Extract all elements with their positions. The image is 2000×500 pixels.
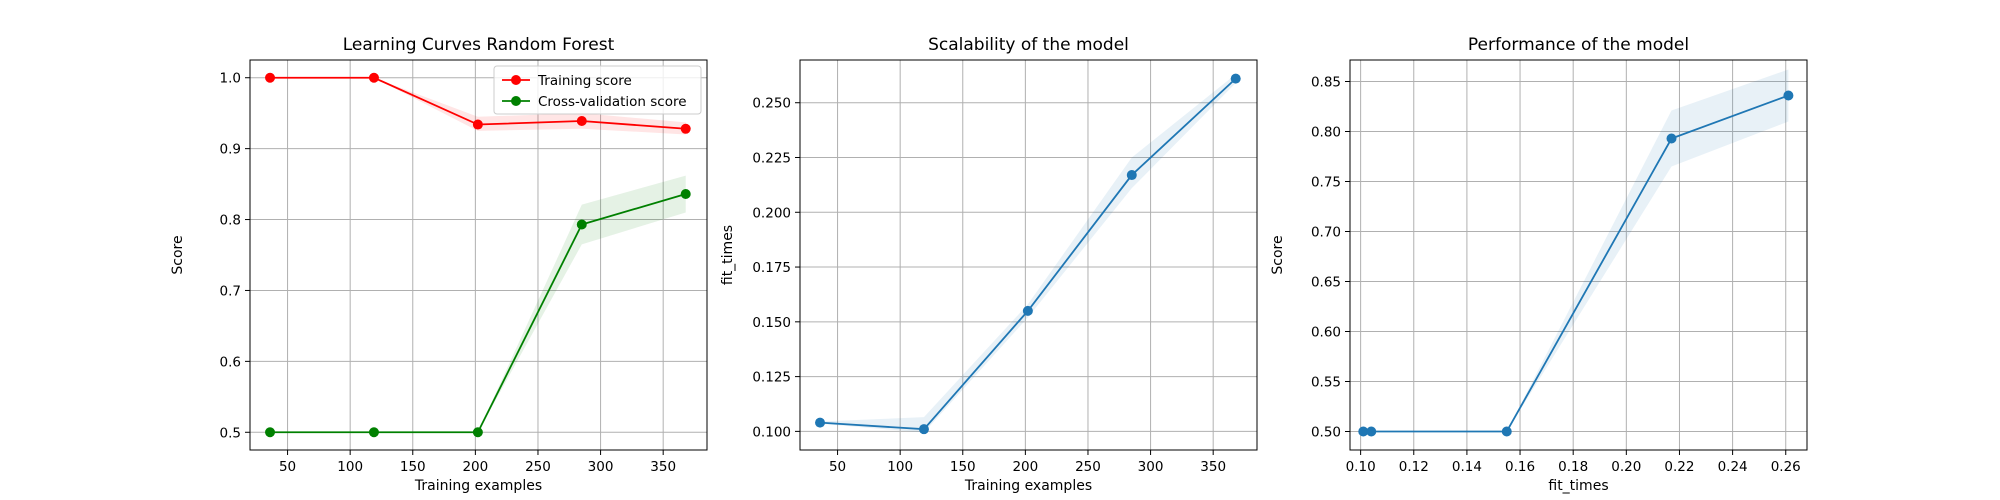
y-tick-label: 0.250 xyxy=(752,96,791,112)
x-tick-label: 300 xyxy=(588,459,614,475)
y-tick-label: 0.200 xyxy=(752,205,791,221)
y-axis-label: Score xyxy=(170,235,186,274)
y-tick-label: 0.65 xyxy=(1311,275,1341,291)
legend-box xyxy=(493,65,702,115)
chart-2: 50 100 150 200 250 300 350 0.100 0.125 0.150 0.175… xyxy=(720,35,1258,494)
data-point xyxy=(918,424,929,435)
x-tick-label: 0.10 xyxy=(1346,459,1376,475)
x-tick-label: 350 xyxy=(1200,459,1226,475)
y-axis-label: fit_times xyxy=(720,225,736,285)
y-tick-label: 0.50 xyxy=(1311,425,1341,441)
x-tick-label: 0.26 xyxy=(1771,459,1801,475)
data-point xyxy=(472,119,483,130)
x-tick-label: 250 xyxy=(1075,459,1101,475)
x-tick-label: 0.24 xyxy=(1718,459,1748,475)
legend-marker xyxy=(511,96,521,106)
x-tick-label: 200 xyxy=(1012,459,1038,475)
y-tick-label: 0.60 xyxy=(1311,325,1341,341)
y-tick-label: 1.0 xyxy=(220,71,241,87)
y-tick-label: 0.80 xyxy=(1311,125,1341,141)
legend: Training score Cross-validation score xyxy=(493,65,702,115)
y-tick-label: 0.225 xyxy=(752,151,791,167)
data-point xyxy=(1366,426,1377,437)
confidence-band xyxy=(270,175,686,433)
y-tick-label: 0.85 xyxy=(1311,75,1341,91)
x-tick-label: 300 xyxy=(1138,459,1164,475)
data-point xyxy=(1126,170,1137,181)
x-tick-label: 0.16 xyxy=(1505,459,1535,475)
axes-frame xyxy=(249,59,708,451)
data-point xyxy=(265,427,276,438)
data-point xyxy=(576,219,587,230)
y-tick-label: 0.6 xyxy=(220,354,241,370)
legend-label: Cross-validation score xyxy=(538,94,687,110)
y-tick-label: 0.70 xyxy=(1311,225,1341,241)
x-tick-label: 250 xyxy=(525,459,551,475)
y-tick-label: 0.5 xyxy=(220,425,241,441)
x-tick-label: 0.22 xyxy=(1664,459,1694,475)
data-point xyxy=(472,427,483,438)
x-tick-label: 0.12 xyxy=(1399,459,1429,475)
data-point xyxy=(1022,305,1033,316)
y-tick-label: 0.125 xyxy=(752,370,791,386)
x-tick-label: 50 xyxy=(279,459,296,475)
x-tick-label: 150 xyxy=(950,459,976,475)
axes-frame xyxy=(1349,59,1808,451)
chart-title: Performance of the model xyxy=(1468,35,1689,55)
data-point xyxy=(680,123,691,134)
y-axis-label: Score xyxy=(1270,235,1286,274)
legend-marker xyxy=(511,75,521,85)
data-point xyxy=(1501,426,1512,437)
y-tick-label: 0.100 xyxy=(752,424,791,440)
data-point xyxy=(815,417,826,428)
y-tick-label: 0.150 xyxy=(752,315,791,331)
x-tick-label: 200 xyxy=(462,459,488,475)
data-point xyxy=(1666,133,1677,144)
data-point xyxy=(1230,73,1241,84)
confidence-band xyxy=(1363,69,1789,432)
axes-frame xyxy=(799,59,1258,451)
data-point xyxy=(576,115,587,126)
x-axis-label: Training examples xyxy=(414,478,542,494)
data-point xyxy=(1358,426,1369,437)
chart-1: 50 100 150 200 250 300 350 0.5 0.6 0.7 0.8 0.9 1.0 Le… xyxy=(170,35,708,494)
data-point xyxy=(1783,90,1794,101)
data-point xyxy=(368,72,379,83)
data-point xyxy=(265,72,276,83)
x-axis-label: Training examples xyxy=(964,478,1092,494)
y-tick-label: 0.175 xyxy=(752,260,791,276)
y-tick-label: 0.75 xyxy=(1311,175,1341,191)
chart-title: Scalability of the model xyxy=(928,35,1129,55)
x-tick-label: 150 xyxy=(400,459,426,475)
x-tick-label: 0.14 xyxy=(1452,459,1482,475)
data-point xyxy=(680,189,691,200)
x-tick-label: 50 xyxy=(829,459,846,475)
x-tick-label: 0.18 xyxy=(1558,459,1588,475)
y-tick-label: 0.9 xyxy=(220,142,241,158)
y-tick-label: 0.55 xyxy=(1311,375,1341,391)
x-tick-label: 100 xyxy=(337,459,363,475)
y-tick-label: 0.8 xyxy=(220,213,241,229)
x-tick-label: 100 xyxy=(887,459,913,475)
x-tick-label: 350 xyxy=(650,459,676,475)
x-axis-label: fit_times xyxy=(1548,478,1608,494)
chart-title: Learning Curves Random Forest xyxy=(343,35,615,55)
legend-label: Training score xyxy=(537,73,632,89)
confidence-band xyxy=(820,74,1236,433)
chart-3: 0.10 0.12 0.14 0.16 0.18 0.20 0.22 0.24 0.26 0.50… xyxy=(1270,35,1808,494)
y-tick-label: 0.7 xyxy=(220,283,241,299)
data-point xyxy=(368,427,379,438)
x-tick-label: 0.20 xyxy=(1611,459,1641,475)
